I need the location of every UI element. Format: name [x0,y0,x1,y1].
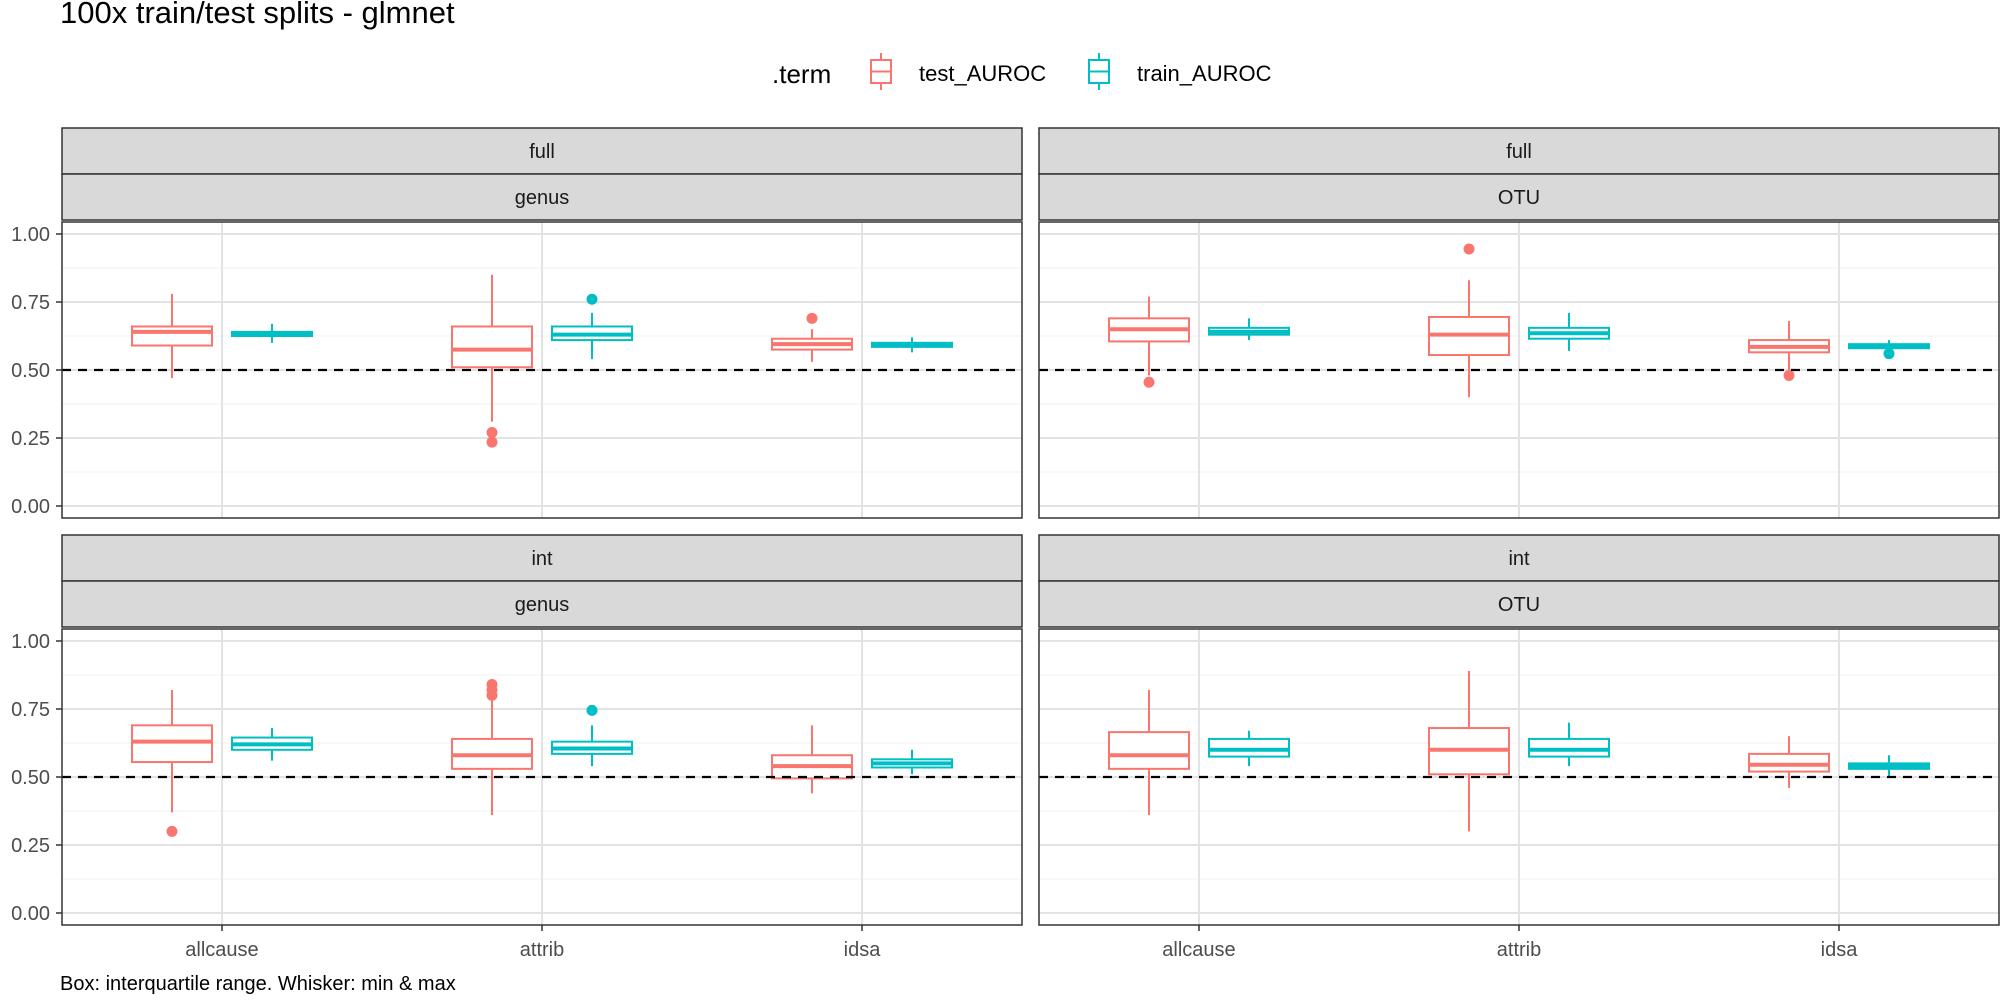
facet-strip-col-label: genus [515,594,570,616]
box-test_AUROC-idsa [1748,736,1830,788]
box-train_AUROC-attrib [1528,312,1610,351]
facet-panel: int genus 0.00 0.25 0.50 0.75 1.00 allcause attr… [11,534,1023,961]
box-test_AUROC-allcause [1108,689,1190,816]
box-train_AUROC-attrib [551,293,633,360]
facet-strip-row [61,534,1023,582]
chart-title: 100x train/test splits - glmnet [60,0,455,30]
facet-strip-row [1038,127,2000,175]
box-test_AUROC-attrib [1428,670,1510,832]
box-test_AUROC-allcause [1108,296,1190,388]
facet-strip-row-label: int [1508,548,1530,570]
box-test_AUROC-idsa [771,725,853,794]
box-test_AUROC-attrib [451,274,533,448]
outlier-point [1143,376,1155,388]
box-train_AUROC-idsa [871,749,953,775]
y-tick-label: 0.00 [11,903,50,925]
box-iqr [1748,752,1830,773]
facet-strip-col-label: genus [515,187,570,209]
box-train_AUROC-attrib [1528,722,1610,767]
box-train_AUROC-allcause [1208,318,1290,341]
outlier-point [1783,369,1795,381]
legend-label: test_AUROC [919,61,1046,86]
y-tick-label: 0.50 [11,360,50,382]
box-test_AUROC-idsa [1748,321,1830,381]
outlier-point [486,436,498,448]
facet-strip-row-label: full [529,141,555,163]
outlier-point [586,704,598,716]
legend-label: train_AUROC [1137,61,1272,86]
legend-key-train_AUROC [1088,53,1110,90]
outlier-point [166,825,178,837]
box-iqr [1208,737,1290,758]
box-train_AUROC-idsa [871,337,953,353]
facet-strip-col [61,173,1023,221]
panel-border [1038,221,2000,519]
box-train_AUROC-allcause [231,728,313,761]
facet-strip-col [1038,173,2000,221]
box-test_AUROC-attrib [451,679,533,816]
box-train_AUROC-idsa [1848,340,1930,360]
facet-strip-row [61,127,1023,175]
box-train_AUROC-attrib [551,704,633,767]
facet-strip-col-label: OTU [1498,187,1540,209]
x-tick-label: allcause [1162,939,1235,961]
facet-strip-col [1038,580,2000,628]
box-train_AUROC-allcause [231,323,313,343]
box-iqr [1108,731,1190,770]
outlier-point [586,293,598,305]
box-iqr [131,724,213,764]
box-iqr [131,325,213,347]
facet-panel: int OTU allcause attrib idsa [1038,534,2000,961]
facet-panel: full genus 0.00 0.25 0.50 0.75 1.00 [11,127,1023,519]
facet-strip-row [1038,534,2000,582]
y-tick-label: 1.00 [11,224,50,246]
box-iqr [451,325,533,369]
y-tick-label: 0.00 [11,496,50,518]
y-tick-label: 0.25 [11,835,50,857]
facet-strip-row-label: full [1506,141,1532,163]
outlier-point [486,427,498,439]
y-tick-label: 0.75 [11,699,50,721]
box-test_AUROC-allcause [131,293,213,379]
y-tick-label: 0.50 [11,767,50,789]
facet-strip-row-label: int [531,548,553,570]
legend: .term test_AUROC train_AUROC [772,53,1272,90]
box-test_AUROC-attrib [1428,243,1510,398]
x-tick-label: idsa [844,939,882,961]
outlier-point [1883,348,1895,360]
x-tick-label: attrib [1497,939,1541,961]
facet-panel: full OTU [1038,127,2000,519]
facet-strip-col [61,580,1023,628]
y-tick-label: 0.25 [11,428,50,450]
legend-title: .term [772,59,831,89]
outlier-point [486,679,498,691]
box-test_AUROC-allcause [131,689,213,837]
outlier-point [806,312,818,324]
box-iqr [1528,737,1610,758]
y-tick-label: 0.75 [11,292,50,314]
outlier-point [1463,243,1475,255]
box-train_AUROC-allcause [1208,730,1290,767]
x-tick-label: allcause [185,939,258,961]
x-tick-label: attrib [520,939,564,961]
box-test_AUROC-idsa [771,312,853,362]
y-tick-label: 1.00 [11,631,50,653]
legend-key-test_AUROC [870,53,892,90]
chart-caption: Box: interquartile range. Whisker: min &… [60,973,456,995]
facet-strip-col-label: OTU [1498,594,1540,616]
box-train_AUROC-idsa [1848,755,1930,777]
x-tick-label: idsa [1821,939,1859,961]
